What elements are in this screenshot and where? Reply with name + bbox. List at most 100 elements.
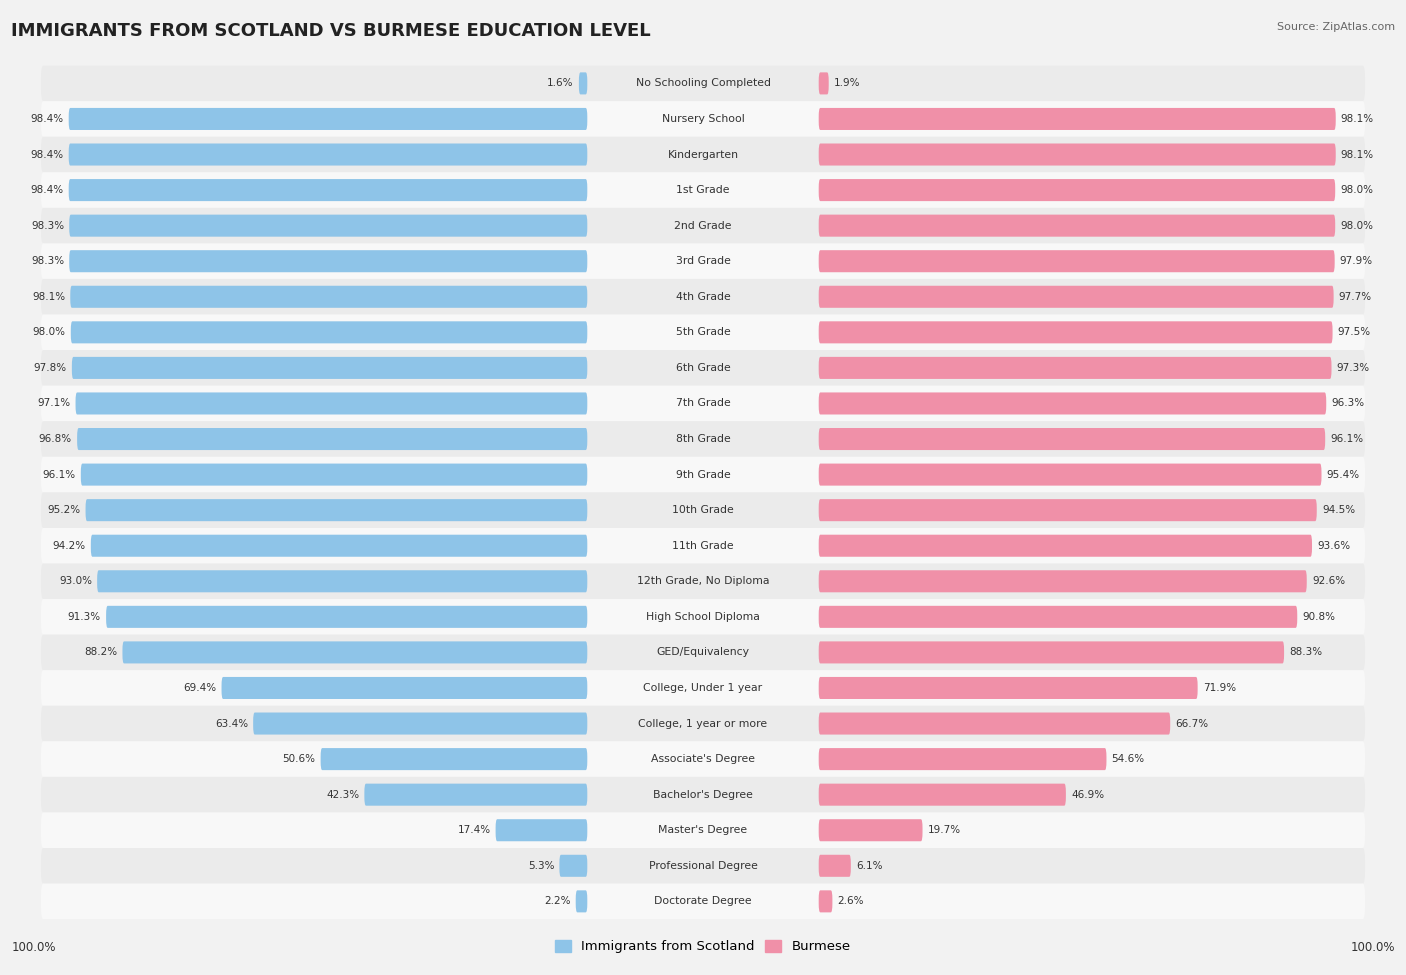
FancyBboxPatch shape <box>818 534 1312 557</box>
FancyBboxPatch shape <box>818 251 1334 272</box>
FancyBboxPatch shape <box>818 108 1336 130</box>
Text: 71.9%: 71.9% <box>1202 682 1236 693</box>
Text: 98.4%: 98.4% <box>31 149 63 160</box>
Text: 12th Grade, No Diploma: 12th Grade, No Diploma <box>637 576 769 586</box>
FancyBboxPatch shape <box>818 855 851 877</box>
Text: 93.0%: 93.0% <box>59 576 91 586</box>
Text: GED/Equivalency: GED/Equivalency <box>657 647 749 657</box>
FancyBboxPatch shape <box>41 527 1365 564</box>
Text: 98.1%: 98.1% <box>1341 114 1374 124</box>
Text: 42.3%: 42.3% <box>326 790 359 799</box>
FancyBboxPatch shape <box>122 642 588 663</box>
FancyBboxPatch shape <box>72 357 588 379</box>
Text: IMMIGRANTS FROM SCOTLAND VS BURMESE EDUCATION LEVEL: IMMIGRANTS FROM SCOTLAND VS BURMESE EDUC… <box>11 22 651 40</box>
Text: Professional Degree: Professional Degree <box>648 861 758 871</box>
Text: 92.6%: 92.6% <box>1312 576 1346 586</box>
Text: 97.3%: 97.3% <box>1337 363 1369 372</box>
Text: 94.5%: 94.5% <box>1322 505 1355 515</box>
FancyBboxPatch shape <box>80 463 588 486</box>
Text: 54.6%: 54.6% <box>1112 754 1144 764</box>
Legend: Immigrants from Scotland, Burmese: Immigrants from Scotland, Burmese <box>550 935 856 958</box>
Text: High School Diploma: High School Diploma <box>647 612 759 622</box>
Text: 2.6%: 2.6% <box>838 896 865 907</box>
Text: 63.4%: 63.4% <box>215 719 247 728</box>
FancyBboxPatch shape <box>70 286 588 308</box>
Text: 96.8%: 96.8% <box>39 434 72 444</box>
FancyBboxPatch shape <box>579 72 588 95</box>
Text: 66.7%: 66.7% <box>1175 719 1209 728</box>
Text: 97.8%: 97.8% <box>34 363 66 372</box>
Text: Source: ZipAtlas.com: Source: ZipAtlas.com <box>1277 22 1395 32</box>
Text: 6.1%: 6.1% <box>856 861 883 871</box>
FancyBboxPatch shape <box>818 605 1298 628</box>
FancyBboxPatch shape <box>41 315 1365 350</box>
Text: 1.9%: 1.9% <box>834 78 860 89</box>
FancyBboxPatch shape <box>818 214 1336 237</box>
Text: 69.4%: 69.4% <box>183 682 217 693</box>
Text: Kindergarten: Kindergarten <box>668 149 738 160</box>
FancyBboxPatch shape <box>91 534 588 557</box>
FancyBboxPatch shape <box>69 214 588 237</box>
FancyBboxPatch shape <box>321 748 588 770</box>
FancyBboxPatch shape <box>818 428 1326 450</box>
Text: 100.0%: 100.0% <box>11 941 56 954</box>
FancyBboxPatch shape <box>97 570 588 592</box>
Text: 96.1%: 96.1% <box>42 470 76 480</box>
Text: 93.6%: 93.6% <box>1317 541 1350 551</box>
Text: 91.3%: 91.3% <box>67 612 101 622</box>
FancyBboxPatch shape <box>364 784 588 805</box>
FancyBboxPatch shape <box>70 322 588 343</box>
FancyBboxPatch shape <box>41 421 1365 457</box>
FancyBboxPatch shape <box>77 428 588 450</box>
FancyBboxPatch shape <box>818 748 1107 770</box>
Text: 97.1%: 97.1% <box>38 399 70 409</box>
Text: 95.4%: 95.4% <box>1327 470 1360 480</box>
FancyBboxPatch shape <box>818 890 832 913</box>
FancyBboxPatch shape <box>41 279 1365 315</box>
FancyBboxPatch shape <box>41 208 1365 244</box>
Text: 97.7%: 97.7% <box>1339 292 1372 302</box>
FancyBboxPatch shape <box>41 564 1365 599</box>
FancyBboxPatch shape <box>105 605 588 628</box>
Text: 3rd Grade: 3rd Grade <box>675 256 731 266</box>
FancyBboxPatch shape <box>41 670 1365 706</box>
Text: 98.4%: 98.4% <box>31 114 63 124</box>
Text: 8th Grade: 8th Grade <box>676 434 730 444</box>
FancyBboxPatch shape <box>818 357 1331 379</box>
FancyBboxPatch shape <box>818 499 1317 522</box>
FancyBboxPatch shape <box>818 286 1334 308</box>
Text: 7th Grade: 7th Grade <box>676 399 730 409</box>
Text: 94.2%: 94.2% <box>52 541 86 551</box>
FancyBboxPatch shape <box>41 741 1365 777</box>
Text: 17.4%: 17.4% <box>457 825 491 836</box>
FancyBboxPatch shape <box>86 499 588 522</box>
FancyBboxPatch shape <box>818 179 1336 201</box>
FancyBboxPatch shape <box>41 883 1365 919</box>
FancyBboxPatch shape <box>818 713 1170 734</box>
FancyBboxPatch shape <box>818 819 922 841</box>
Text: 5.3%: 5.3% <box>527 861 554 871</box>
Text: 97.9%: 97.9% <box>1340 256 1372 266</box>
Text: 97.5%: 97.5% <box>1337 328 1371 337</box>
Text: 98.1%: 98.1% <box>32 292 65 302</box>
FancyBboxPatch shape <box>495 819 588 841</box>
FancyBboxPatch shape <box>818 570 1306 592</box>
FancyBboxPatch shape <box>69 108 588 130</box>
Text: 90.8%: 90.8% <box>1302 612 1336 622</box>
FancyBboxPatch shape <box>818 784 1066 805</box>
FancyBboxPatch shape <box>41 457 1365 492</box>
Text: 88.2%: 88.2% <box>84 647 117 657</box>
Text: 98.3%: 98.3% <box>31 256 65 266</box>
FancyBboxPatch shape <box>69 251 588 272</box>
Text: 5th Grade: 5th Grade <box>676 328 730 337</box>
FancyBboxPatch shape <box>818 677 1198 699</box>
FancyBboxPatch shape <box>69 143 588 166</box>
Text: College, Under 1 year: College, Under 1 year <box>644 682 762 693</box>
FancyBboxPatch shape <box>41 244 1365 279</box>
Text: Associate's Degree: Associate's Degree <box>651 754 755 764</box>
Text: Master's Degree: Master's Degree <box>658 825 748 836</box>
Text: 96.3%: 96.3% <box>1331 399 1364 409</box>
FancyBboxPatch shape <box>560 855 588 877</box>
Text: No Schooling Completed: No Schooling Completed <box>636 78 770 89</box>
Text: 2.2%: 2.2% <box>544 896 571 907</box>
